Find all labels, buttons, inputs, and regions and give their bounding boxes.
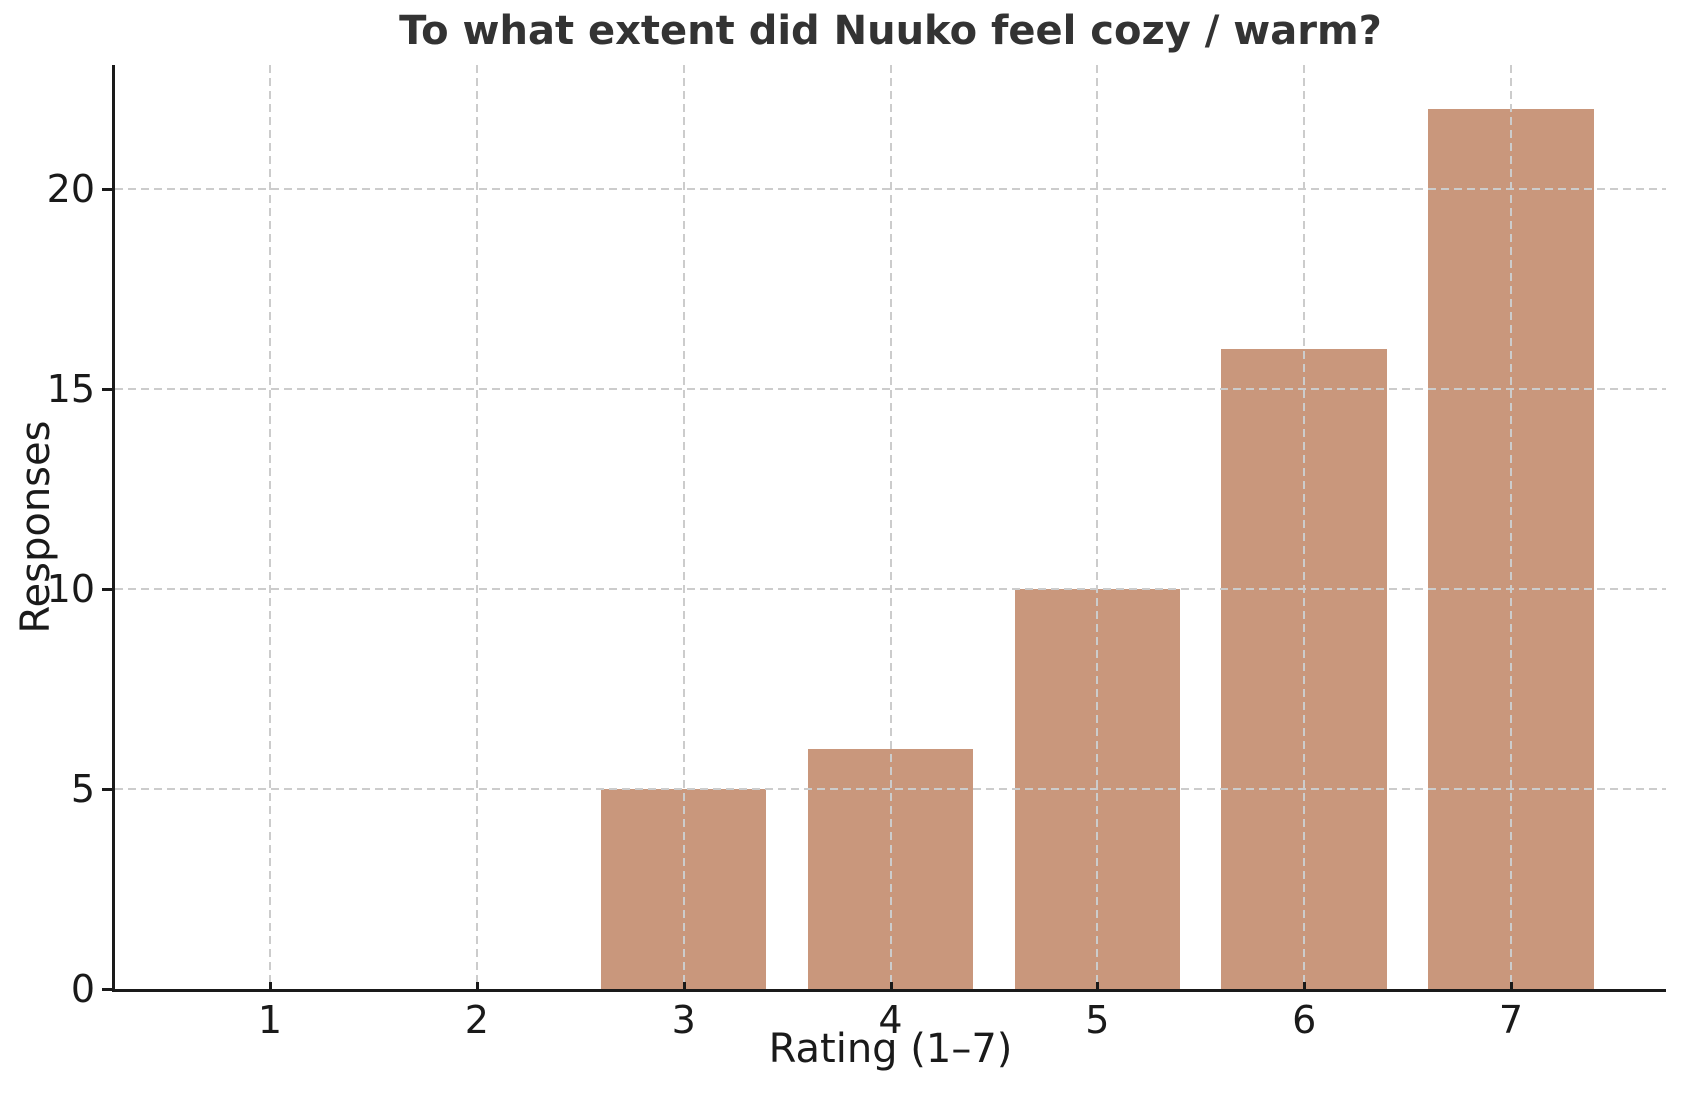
x-tick-mark xyxy=(269,982,272,989)
x-tick-label: 4 xyxy=(878,998,903,1042)
vertical-gridline xyxy=(269,65,271,989)
x-tick-mark xyxy=(682,982,686,989)
x-tick-mark xyxy=(1510,982,1513,989)
x-tick-label: 2 xyxy=(464,998,489,1042)
x-tick-label: 7 xyxy=(1498,998,1524,1042)
vertical-gridline xyxy=(1096,65,1099,989)
vertical-gridline xyxy=(1510,65,1512,989)
x-tick-label: 1 xyxy=(257,998,283,1042)
horizontal-gridline xyxy=(115,788,1666,790)
vertical-gridline xyxy=(889,65,892,989)
vertical-gridline xyxy=(1303,65,1306,989)
horizontal-gridline xyxy=(115,388,1666,390)
y-tick-label: 10 xyxy=(46,567,95,611)
y-tick-label: 0 xyxy=(70,967,95,1011)
y-tick-label: 15 xyxy=(46,367,95,411)
vertical-gridline xyxy=(682,65,685,989)
x-tick-label: 3 xyxy=(671,998,696,1042)
x-tick-label: 6 xyxy=(1292,998,1317,1042)
y-tick-label: 20 xyxy=(46,167,95,211)
x-tick-label: 5 xyxy=(1085,998,1110,1042)
x-tick-mark xyxy=(1096,982,1100,989)
x-axis-spine xyxy=(112,989,1666,992)
horizontal-gridline xyxy=(115,188,1666,190)
vertical-gridline xyxy=(475,65,478,989)
x-tick-mark xyxy=(1303,982,1307,989)
x-tick-mark xyxy=(475,982,479,989)
y-tick-mark xyxy=(102,988,112,991)
horizontal-gridline xyxy=(115,588,1666,590)
x-axis-label: Rating (1–7) xyxy=(768,1026,1013,1072)
y-tick-mark xyxy=(102,188,112,191)
y-axis-spine xyxy=(112,65,115,992)
y-tick-label: 5 xyxy=(70,767,95,811)
y-tick-mark xyxy=(102,388,112,391)
chart-title: To what extent did Nuuko feel cozy / war… xyxy=(399,8,1382,54)
y-tick-mark xyxy=(102,788,112,791)
y-tick-mark xyxy=(102,588,112,591)
x-tick-mark xyxy=(889,982,893,989)
